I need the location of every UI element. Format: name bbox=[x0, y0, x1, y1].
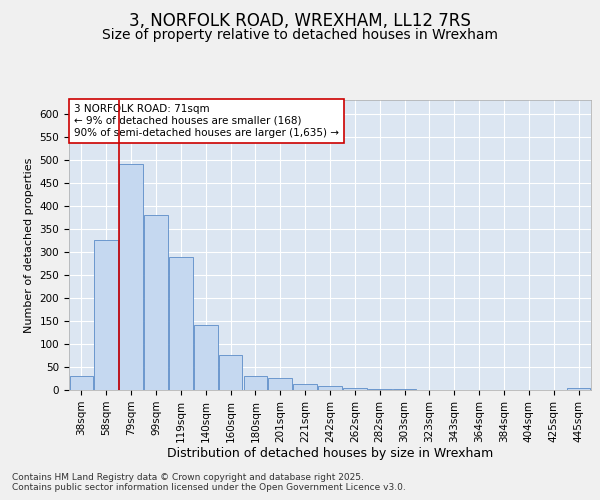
X-axis label: Distribution of detached houses by size in Wrexham: Distribution of detached houses by size … bbox=[167, 448, 493, 460]
Bar bbox=[70, 376, 93, 390]
Bar bbox=[318, 386, 342, 390]
Bar bbox=[244, 376, 267, 390]
Text: 3 NORFOLK ROAD: 71sqm
← 9% of detached houses are smaller (168)
90% of semi-deta: 3 NORFOLK ROAD: 71sqm ← 9% of detached h… bbox=[74, 104, 339, 138]
Bar bbox=[194, 324, 218, 390]
Text: 3, NORFOLK ROAD, WREXHAM, LL12 7RS: 3, NORFOLK ROAD, WREXHAM, LL12 7RS bbox=[129, 12, 471, 30]
Text: Size of property relative to detached houses in Wrexham: Size of property relative to detached ho… bbox=[102, 28, 498, 42]
Bar bbox=[219, 356, 242, 390]
Bar bbox=[368, 388, 392, 390]
Bar bbox=[393, 389, 416, 390]
Bar bbox=[343, 388, 367, 390]
Bar bbox=[144, 215, 168, 390]
Bar bbox=[567, 388, 590, 390]
Bar bbox=[293, 384, 317, 390]
Bar bbox=[268, 378, 292, 390]
Bar bbox=[119, 164, 143, 390]
Bar bbox=[169, 256, 193, 390]
Text: Contains HM Land Registry data © Crown copyright and database right 2025.
Contai: Contains HM Land Registry data © Crown c… bbox=[12, 473, 406, 492]
Y-axis label: Number of detached properties: Number of detached properties bbox=[24, 158, 34, 332]
Bar bbox=[94, 240, 118, 390]
